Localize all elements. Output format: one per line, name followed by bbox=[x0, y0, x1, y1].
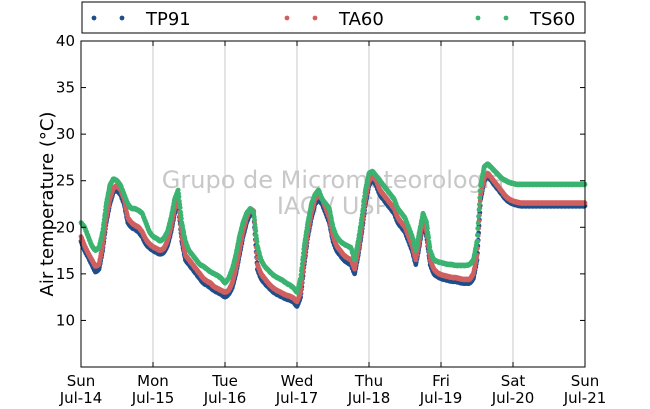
y-tick-label: 10 bbox=[56, 311, 75, 329]
point-TS60 bbox=[477, 188, 483, 194]
y-tick-label: 20 bbox=[56, 218, 75, 236]
y-tick-label: 35 bbox=[56, 79, 75, 97]
x-tick-label-date: Jul-15 bbox=[131, 389, 175, 407]
x-tick-label-date: Jul-21 bbox=[563, 389, 607, 407]
legend-label-TA60: TA60 bbox=[338, 9, 384, 30]
point-TS60 bbox=[253, 228, 259, 234]
point-TS60 bbox=[102, 211, 108, 217]
x-tick-label-date: Jul-14 bbox=[59, 389, 103, 407]
legend-label-TS60: TS60 bbox=[529, 9, 575, 30]
x-tick-label-date: Jul-16 bbox=[203, 389, 247, 407]
legend-marker-TA60 bbox=[312, 15, 318, 21]
point-TS60 bbox=[476, 214, 481, 219]
legend-frame bbox=[81, 1, 586, 34]
y-axis: 10 15 20 25 30 35 40 bbox=[56, 32, 585, 329]
point-TS60 bbox=[361, 197, 367, 203]
point-TS60 bbox=[298, 276, 303, 281]
point-TS60 bbox=[100, 226, 106, 232]
point-TS60 bbox=[300, 254, 306, 260]
x-tick-label-date: Jul-19 bbox=[419, 389, 463, 407]
point-TS60 bbox=[427, 244, 433, 250]
point-TS60 bbox=[254, 239, 260, 245]
y-axis-label: Air temperature (°C) bbox=[37, 112, 58, 297]
point-TS60 bbox=[176, 194, 182, 200]
legend-marker-TS60 bbox=[475, 15, 481, 21]
x-tick-label-day: Mon bbox=[137, 372, 169, 390]
legend-marker-TA60 bbox=[284, 15, 290, 21]
point-TS60 bbox=[362, 193, 367, 199]
legend-marker-TS60 bbox=[503, 15, 509, 21]
point-TS60 bbox=[476, 207, 482, 213]
legend-marker-TP91 bbox=[91, 15, 97, 21]
x-tick-label-day: Sun bbox=[67, 372, 96, 390]
x-tick-label-day: Wed bbox=[281, 372, 314, 390]
x-tick-label-day: Fri bbox=[432, 372, 450, 390]
watermark-line-1: Grupo de Micrometeorologia bbox=[162, 166, 504, 194]
x-tick-label-date: Jul-20 bbox=[491, 389, 535, 407]
point-TS60 bbox=[360, 206, 366, 212]
legend-marker-TP91 bbox=[119, 15, 125, 21]
x-tick-label-day: Thu bbox=[354, 372, 383, 390]
point-TS60 bbox=[425, 225, 430, 231]
point-TS60 bbox=[474, 238, 480, 244]
x-axis: SunJul-14MonJul-15TueJul-16WedJul-17ThuJ… bbox=[59, 41, 607, 407]
x-tick-label-date: Jul-17 bbox=[275, 389, 319, 407]
point-TS60 bbox=[301, 250, 306, 256]
y-tick-label: 25 bbox=[56, 172, 75, 190]
point-TS60 bbox=[361, 203, 366, 208]
point-TS60 bbox=[298, 272, 304, 278]
legend: TP91 TA60 TS60 bbox=[81, 1, 586, 34]
x-tick-label-date: Jul-18 bbox=[347, 389, 391, 407]
series-layer bbox=[78, 161, 588, 309]
point-TS60 bbox=[477, 202, 482, 207]
legend-label-TP91: TP91 bbox=[145, 9, 191, 30]
point-TS60 bbox=[103, 207, 108, 213]
plot-frame bbox=[80, 40, 586, 368]
point-TS60 bbox=[299, 265, 305, 271]
point-TS60 bbox=[426, 235, 431, 241]
point-TS60 bbox=[101, 217, 107, 222]
point-TS60 bbox=[475, 225, 481, 231]
point-TS60 bbox=[251, 210, 257, 216]
y-tick-label: 15 bbox=[56, 265, 75, 283]
point-TS60 bbox=[477, 195, 483, 201]
point-TS60 bbox=[252, 217, 257, 223]
point-TS60 bbox=[299, 261, 305, 267]
x-tick-label-day: Tue bbox=[211, 372, 238, 390]
point-TS60 bbox=[359, 212, 365, 218]
point-TS60 bbox=[177, 205, 183, 211]
point-TS60 bbox=[175, 187, 181, 193]
point-TS60 bbox=[475, 220, 481, 226]
x-tick-label-day: Sun bbox=[571, 372, 600, 390]
y-tick-label: 30 bbox=[56, 125, 75, 143]
y-tick-label: 40 bbox=[56, 32, 75, 50]
plot-area bbox=[81, 41, 585, 367]
point-TS60 bbox=[179, 216, 184, 221]
point-TS60 bbox=[101, 220, 107, 226]
point-TS60 bbox=[475, 232, 480, 238]
x-tick-label-day: Sat bbox=[501, 372, 526, 390]
